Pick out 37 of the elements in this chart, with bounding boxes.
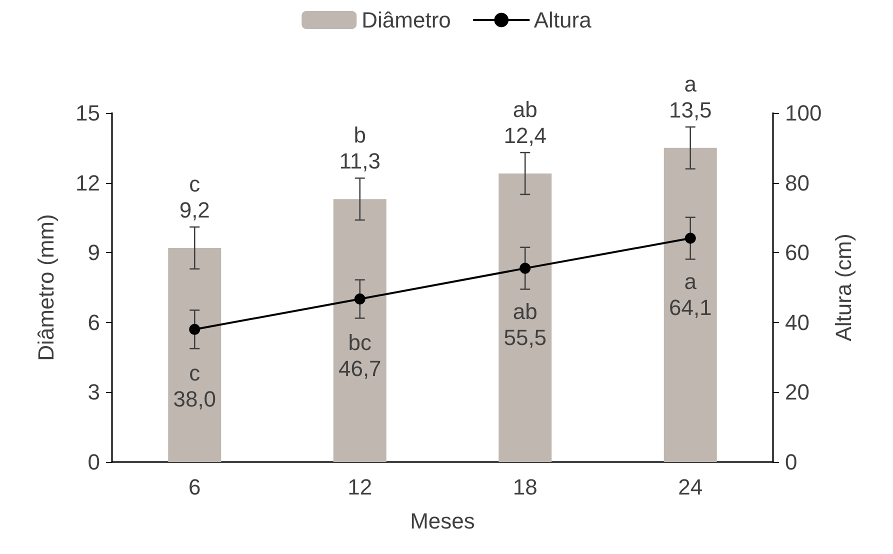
point bbox=[354, 294, 366, 305]
x-tick-label: 6 bbox=[188, 474, 201, 500]
y-tick-label: 6 bbox=[88, 310, 100, 335]
y-tick-label: 9 bbox=[88, 240, 100, 266]
bar bbox=[333, 199, 386, 462]
point bbox=[520, 262, 531, 274]
y-axis-title: Diâmetro (mm) bbox=[34, 214, 58, 361]
data-label: ab 55,5 bbox=[504, 299, 547, 350]
y2-tick-label: 100 bbox=[785, 100, 822, 126]
x-tick-label: 24 bbox=[678, 474, 703, 500]
y-tick-label: 12 bbox=[76, 170, 100, 196]
point bbox=[189, 324, 200, 335]
y-tick-label: 0 bbox=[88, 450, 100, 474]
y-tick-label: 15 bbox=[76, 100, 100, 126]
bar bbox=[664, 148, 717, 462]
y2-tick-label: 60 bbox=[785, 240, 810, 266]
y2-tick-label: 80 bbox=[785, 170, 810, 196]
y2-tick-label: 40 bbox=[785, 310, 810, 335]
data-label: bc 46,7 bbox=[338, 330, 382, 381]
point bbox=[684, 232, 696, 244]
y2-tick-label: 20 bbox=[785, 380, 810, 405]
data-label: a 13,5 bbox=[668, 71, 712, 122]
bar bbox=[168, 248, 222, 462]
legend-label: Diâmetro bbox=[362, 8, 451, 32]
y2-tick-label: 0 bbox=[785, 450, 798, 474]
data-label: ab 12,4 bbox=[504, 97, 547, 148]
data-label: c 9,2 bbox=[179, 172, 210, 223]
x-tick-label: 12 bbox=[348, 474, 372, 500]
data-label: c 38,0 bbox=[173, 360, 216, 412]
bar bbox=[498, 173, 552, 462]
y-tick-label: 3 bbox=[88, 380, 100, 405]
x-axis-title: Meses bbox=[410, 508, 475, 534]
x-tick-label: 18 bbox=[512, 474, 538, 500]
legend-label: Altura bbox=[534, 8, 592, 32]
y2-axis-title: Altura (cm) bbox=[831, 234, 856, 342]
data-label: a 64,1 bbox=[668, 269, 712, 320]
data-label: b 11,3 bbox=[339, 122, 380, 174]
